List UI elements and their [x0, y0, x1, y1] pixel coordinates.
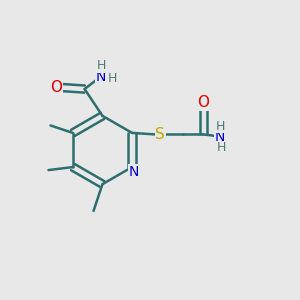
Text: N: N — [128, 164, 139, 178]
Text: H: H — [217, 141, 226, 154]
Text: N: N — [96, 70, 106, 84]
Text: S: S — [155, 127, 165, 142]
Text: H: H — [96, 59, 106, 72]
Text: O: O — [197, 95, 209, 110]
Text: H: H — [216, 120, 225, 133]
Text: N: N — [214, 130, 225, 144]
Text: O: O — [50, 80, 62, 95]
Text: H: H — [108, 72, 117, 85]
